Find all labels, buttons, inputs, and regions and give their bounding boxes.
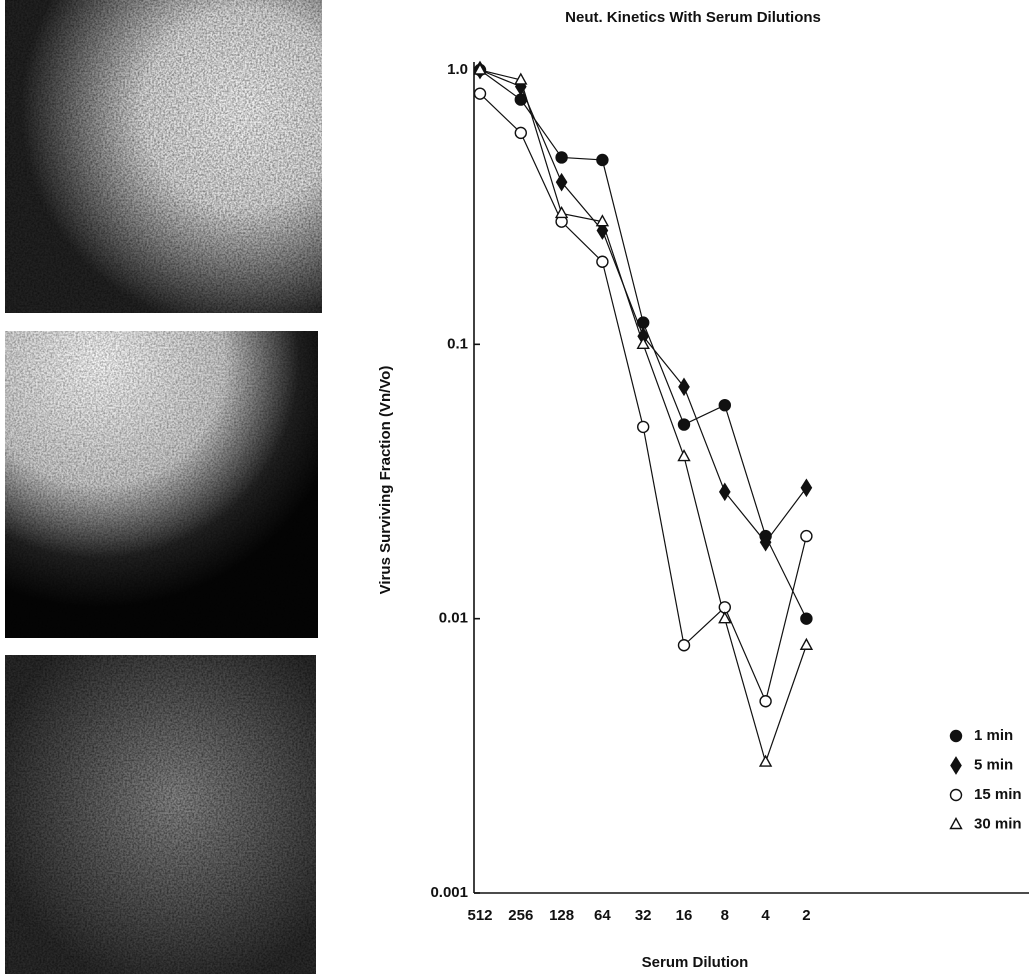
y-tick-label: 0.1 xyxy=(447,335,468,352)
marker xyxy=(473,87,487,100)
marker xyxy=(718,611,732,624)
marker xyxy=(800,478,813,498)
legend-marker xyxy=(949,729,963,743)
x-axis-label: Serum Dilution xyxy=(642,954,749,971)
x-tick-label: 512 xyxy=(467,907,492,924)
y-tick-label: 1.0 xyxy=(447,61,468,78)
x-tick-label: 256 xyxy=(508,907,533,924)
x-tick-label: 64 xyxy=(594,907,611,924)
marker xyxy=(800,529,813,543)
marker xyxy=(759,532,772,552)
marker xyxy=(677,449,691,462)
marker xyxy=(718,398,731,412)
series-line xyxy=(479,69,807,544)
legend-label: 1 min xyxy=(974,727,1013,744)
x-tick-label: 2 xyxy=(802,907,810,924)
legend-marker xyxy=(949,788,963,802)
marker xyxy=(718,482,731,502)
y-axis-label: Virus Surviving Fraction (Vn/Vo) xyxy=(377,366,394,595)
marker xyxy=(555,151,568,164)
y-tick-label: 0.01 xyxy=(439,610,468,627)
marker xyxy=(596,153,609,167)
marker xyxy=(596,255,609,268)
marker xyxy=(800,612,813,625)
x-tick-label: 4 xyxy=(761,907,770,924)
marker xyxy=(555,172,568,192)
marker xyxy=(678,377,690,397)
x-tick-label: 128 xyxy=(549,907,574,924)
legend-marker xyxy=(950,756,962,775)
marker xyxy=(595,214,610,227)
marker xyxy=(718,601,731,614)
marker xyxy=(473,62,487,75)
legend-label: 15 min xyxy=(974,786,1022,803)
marker xyxy=(514,72,528,85)
marker xyxy=(596,221,609,240)
marker xyxy=(677,639,691,652)
marker xyxy=(514,126,527,140)
marker xyxy=(758,754,773,767)
photo-panels xyxy=(5,0,322,974)
legend-marker xyxy=(949,817,963,830)
chart-title: Neut. Kinetics With Serum Dilutions xyxy=(565,9,821,26)
x-tick-label: 8 xyxy=(721,907,729,924)
marker xyxy=(637,316,650,329)
marker xyxy=(759,695,772,708)
marker xyxy=(637,420,650,434)
x-tick-label: 16 xyxy=(676,907,693,924)
legend-label: 5 min xyxy=(974,756,1013,773)
x-tick-label: 32 xyxy=(635,907,652,924)
photo-texture xyxy=(5,331,318,638)
y-tick-label: 0.001 xyxy=(430,884,468,901)
marker xyxy=(799,637,814,650)
photo-texture xyxy=(5,655,316,974)
marker xyxy=(677,418,691,431)
marker xyxy=(636,336,650,350)
series-line xyxy=(479,69,807,765)
legend-label: 30 min xyxy=(974,815,1022,832)
series-line xyxy=(479,93,807,704)
photo-texture xyxy=(5,0,322,313)
marker xyxy=(554,205,569,219)
